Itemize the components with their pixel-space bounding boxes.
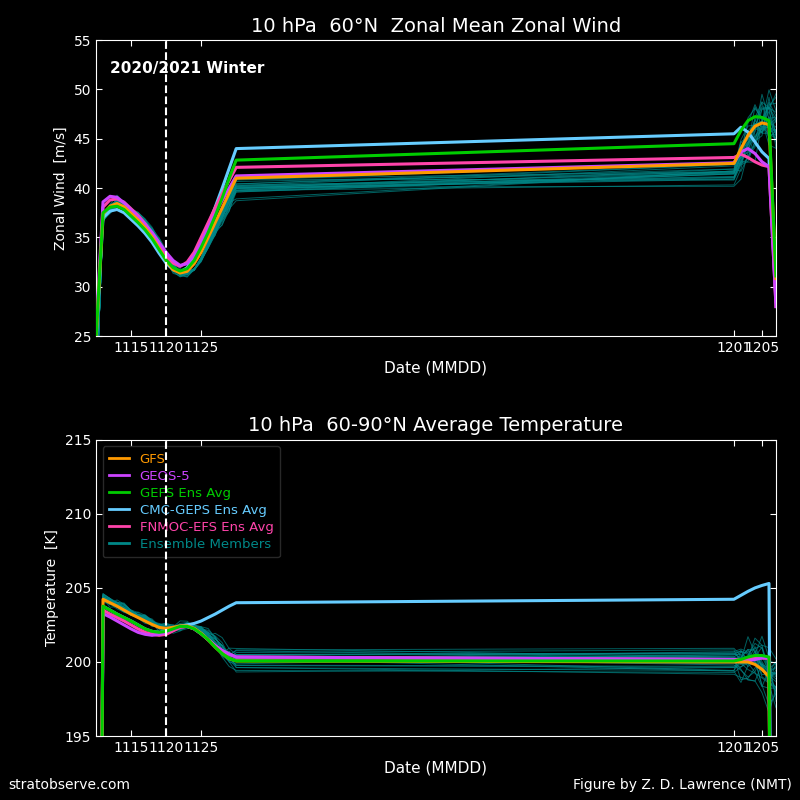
Y-axis label: Temperature  [K]: Temperature [K] bbox=[45, 530, 59, 646]
Y-axis label: Zonal Wind  [m/s]: Zonal Wind [m/s] bbox=[54, 126, 68, 250]
Title: 10 hPa  60-90°N Average Temperature: 10 hPa 60-90°N Average Temperature bbox=[249, 417, 623, 435]
Text: Figure by Z. D. Lawrence (NMT): Figure by Z. D. Lawrence (NMT) bbox=[573, 778, 792, 792]
X-axis label: Date (MMDD): Date (MMDD) bbox=[385, 761, 487, 775]
Text: stratobserve.com: stratobserve.com bbox=[8, 778, 130, 792]
X-axis label: Date (MMDD): Date (MMDD) bbox=[385, 361, 487, 375]
Title: 10 hPa  60°N  Zonal Mean Zonal Wind: 10 hPa 60°N Zonal Mean Zonal Wind bbox=[251, 17, 621, 36]
Legend: GFS, GEOS-5, GEFS Ens Avg, CMC-GEPS Ens Avg, FNMOC-EFS Ens Avg, Ensemble Members: GFS, GEOS-5, GEFS Ens Avg, CMC-GEPS Ens … bbox=[102, 446, 280, 558]
Text: 2020/2021 Winter: 2020/2021 Winter bbox=[110, 61, 264, 76]
